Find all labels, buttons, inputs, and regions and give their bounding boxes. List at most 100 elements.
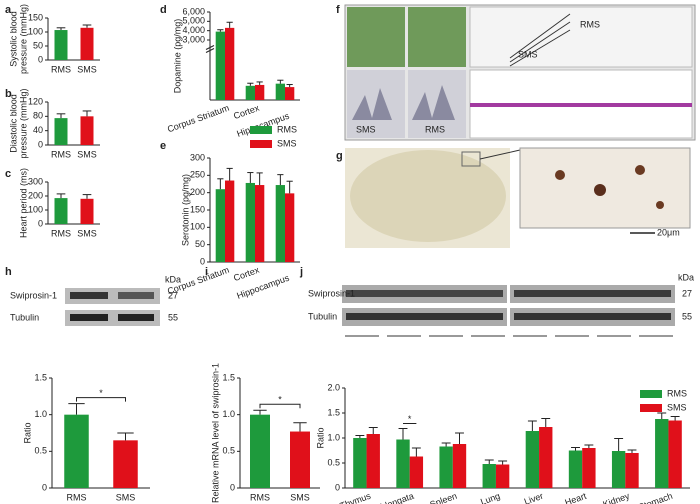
blot-label: Swiprosin-1 <box>308 288 355 298</box>
bar <box>245 182 255 262</box>
y-axis-label: Systolic blood <box>8 11 18 67</box>
y-tick-label: 4,000 <box>182 25 205 35</box>
x-tick-label: SMS <box>290 492 310 502</box>
y-tick-label: 120 <box>28 96 43 106</box>
significance-label: * <box>408 414 412 424</box>
significance-label: * <box>99 388 103 398</box>
bar <box>225 180 235 262</box>
panel-letter: a <box>5 4 12 16</box>
bar <box>495 464 510 488</box>
y-tick-label: 0 <box>230 482 235 492</box>
y-tick-label: 40 <box>33 125 43 135</box>
y-tick-label: 100 <box>28 26 43 36</box>
bar <box>245 85 255 100</box>
y-axis-label: pressure (mmHg) <box>18 4 28 74</box>
bar <box>568 450 583 488</box>
y-tick-label: 100 <box>28 204 43 214</box>
panel-letter: i <box>205 266 208 278</box>
y-tick-label: 200 <box>28 190 43 200</box>
bar <box>409 456 424 488</box>
y-tick-label: 0 <box>38 54 43 64</box>
panel-letter: g <box>336 150 343 162</box>
x-tick-label: Corpus Striatum <box>166 103 231 135</box>
y-tick-label: 1.5 <box>327 407 340 417</box>
bar <box>250 414 270 488</box>
panel-letter: e <box>160 140 166 152</box>
blot-label: Swiprosin-1 <box>10 290 57 300</box>
panel-g-image: 20μm <box>345 147 691 248</box>
y-tick-label: 5,000 <box>182 16 205 26</box>
legend-swatch <box>250 140 272 148</box>
panel-letter: f <box>336 4 340 16</box>
y-tick-label: 100 <box>190 222 205 232</box>
panel-letter: b <box>5 88 12 100</box>
x-tick-label: Lung <box>479 491 501 504</box>
x-tick-label: Oblongata <box>373 491 415 504</box>
bar <box>113 440 138 488</box>
significance-label: * <box>278 395 282 405</box>
y-axis-label: Diastolic blood <box>8 94 18 153</box>
blot-label: Tubulin <box>308 311 337 321</box>
bar <box>668 420 682 488</box>
x-tick-label: Liver <box>523 491 545 504</box>
bar <box>285 193 295 262</box>
y-tick-label: 0 <box>38 218 43 228</box>
y-tick-label: 2.0 <box>327 382 340 392</box>
bar <box>64 414 89 488</box>
bar <box>54 198 68 224</box>
x-tick-label: Cortex <box>232 265 261 284</box>
blot-unit: kDa <box>678 272 694 282</box>
x-tick-label: RMS <box>51 64 71 74</box>
y-tick-label: 0.5 <box>327 457 340 467</box>
x-tick-label: Thymus <box>339 491 373 504</box>
f-label: SMS <box>518 49 538 59</box>
bar <box>611 451 626 488</box>
y-tick-label: 300 <box>28 176 43 186</box>
bar <box>255 84 265 100</box>
y-tick-label: 6,000 <box>182 6 205 16</box>
bar <box>225 27 235 100</box>
y-tick-label: 80 <box>33 111 43 121</box>
legend-swatch <box>640 404 662 412</box>
y-tick-label: 1.5 <box>34 372 47 382</box>
x-tick-label: Cortex <box>232 103 261 122</box>
legend-label: SMS <box>667 402 687 412</box>
x-tick-label: RMS <box>250 492 270 502</box>
blot-unit: kDa <box>165 274 181 284</box>
significance-bracket <box>76 397 126 402</box>
x-tick-label: Kidney <box>602 491 632 504</box>
x-tick-label: SMS <box>77 149 97 159</box>
bar <box>54 118 68 145</box>
f-label: RMS <box>580 19 600 29</box>
x-tick-label: Stomach <box>637 491 674 504</box>
bar <box>625 453 639 488</box>
bar <box>290 431 310 488</box>
f-label: SMS <box>356 124 376 134</box>
legend-label: SMS <box>277 138 297 148</box>
blot-j: Swiprosin-1 Tubulin kDa 27 55 <box>308 272 694 337</box>
y-tick-label: 1.0 <box>327 432 340 442</box>
y-tick-label: 150 <box>28 12 43 22</box>
bar <box>525 431 540 488</box>
panel-f-image: RMS SMS SMS RMS <box>344 4 696 141</box>
panel-letter: c <box>5 168 11 180</box>
y-axis-label: Ratio <box>22 422 32 443</box>
scale-bar-label: 20μm <box>657 227 680 237</box>
y-tick-label: 50 <box>195 239 205 249</box>
bar <box>255 185 265 262</box>
blot-size: 27 <box>682 288 692 298</box>
bar <box>452 444 467 488</box>
y-tick-label: 1.0 <box>34 409 47 419</box>
bar <box>285 87 295 100</box>
y-tick-label: 0.5 <box>222 446 235 456</box>
panel-letter: j <box>299 266 303 278</box>
bar <box>80 198 94 224</box>
y-tick-label: 3,000 <box>182 34 205 44</box>
panel-letter: h <box>5 266 12 278</box>
y-tick-label: 50 <box>33 40 43 50</box>
x-tick-label: SMS <box>77 228 97 238</box>
blot-size: 27 <box>168 290 178 300</box>
significance-bracket <box>259 403 301 409</box>
x-tick-label: Heart <box>564 491 589 504</box>
bar <box>439 446 453 488</box>
